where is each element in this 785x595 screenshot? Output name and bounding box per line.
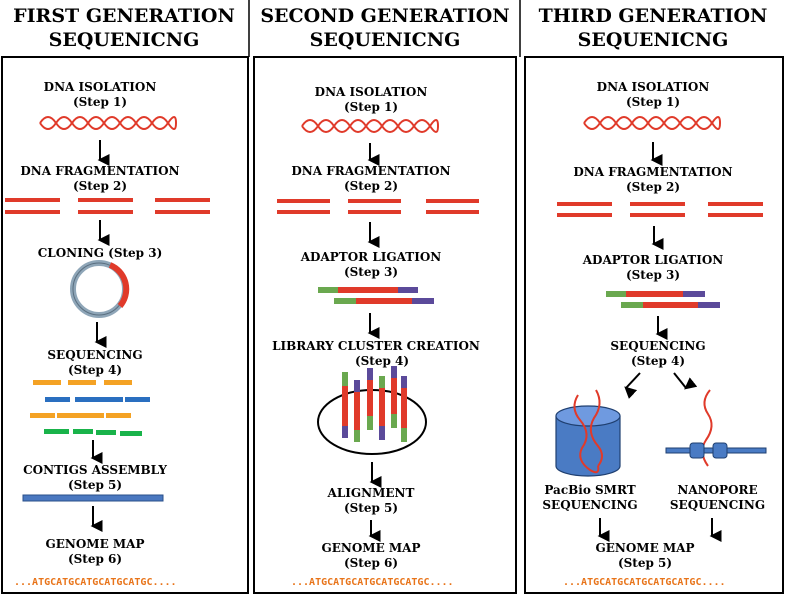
dna-fragments-3 <box>557 202 763 217</box>
nanopore-3 <box>665 389 767 467</box>
column-title-line1: SECOND GENERATION <box>260 5 510 27</box>
panel-border-third <box>524 56 784 594</box>
dna-helix-3 <box>583 116 721 130</box>
column-title-line1: THIRD GENERATION <box>538 5 768 27</box>
panel-border-second <box>253 56 517 594</box>
column-title-line2: SEQUENICNG <box>309 29 461 51</box>
panel-border-first <box>1 56 249 594</box>
pacbio-well-3 <box>555 389 621 477</box>
column-title-third: THIRD GENERATION SEQUENICNG <box>521 4 785 52</box>
column-title-first: FIRST GENERATION SEQUENICNG <box>0 4 248 52</box>
step-label-sequencing: SEQUENCING (Step 4) <box>610 339 706 368</box>
dna-helix-2 <box>301 119 439 133</box>
column-title-line1: FIRST GENERATION <box>13 5 235 27</box>
step-label-pacbio-smrt: PacBio SMRT SEQUENCING <box>542 483 638 512</box>
adaptor-fragments-2 <box>318 287 434 304</box>
genome-sequence: ...ATGCATGCATGCATGCATGC.... <box>291 577 454 588</box>
dna-helix-1 <box>39 116 177 130</box>
step-label-alignment: ALIGNMENT (Step 5) <box>327 486 415 515</box>
step-label-contigs-assembly: CONTIGS ASSEMBLY (Step 5) <box>23 463 167 492</box>
step-label-genome-map: GENOME MAP (Step 6) <box>45 537 145 566</box>
step-label-nanopore: NANOPORE SEQUENCING <box>669 483 766 512</box>
dna-fragments-1 <box>5 198 210 214</box>
step-label-dna-fragmentation: DNA FRAGMENTATION (Step 2) <box>573 165 733 194</box>
step-label-dna-fragmentation: DNA FRAGMENTATION (Step 2) <box>20 164 180 193</box>
step-label-sequencing: SEQUENCING (Step 4) <box>47 348 143 377</box>
step-label-genome-map: GENOME MAP (Step 5) <box>595 541 695 570</box>
sequencing-reads-1 <box>30 380 150 436</box>
genome-sequence: ...ATGCATGCATGCATGCATGC.... <box>14 577 177 588</box>
step-label-dna-fragmentation: DNA FRAGMENTATION (Step 2) <box>291 164 451 193</box>
dna-fragments-2 <box>277 199 479 214</box>
plasmid-1 <box>70 260 130 318</box>
step-label-adaptor-ligation: ADAPTOR LIGATION (Step 3) <box>582 253 724 282</box>
cluster-strands-2 <box>342 366 407 442</box>
arrow-3-4b <box>673 372 698 390</box>
step-label-genome-map: GENOME MAP (Step 6) <box>321 541 421 570</box>
column-title-line2: SEQUENICNG <box>577 29 729 51</box>
step-label-dna-isolation: DNA ISOLATION (Step 1) <box>314 85 428 114</box>
step-label-cloning: CLONING (Step 3) <box>37 246 163 260</box>
step-label-library-cluster-creation: LIBRARY CLUSTER CREATION (Step 4) <box>272 339 480 368</box>
arrow-3-4a <box>624 372 641 399</box>
step-label-dna-isolation: DNA ISOLATION (Step 1) <box>596 80 710 109</box>
column-title-line2: SEQUENICNG <box>48 29 200 51</box>
genome-sequence: ...ATGCATGCATGCATGCATGC.... <box>563 577 726 588</box>
step-label-dna-isolation: DNA ISOLATION (Step 1) <box>43 80 157 109</box>
adaptor-fragments-3 <box>606 291 720 308</box>
contig-bar-1 <box>22 494 164 502</box>
column-title-second: SECOND GENERATION SEQUENICNG <box>250 4 520 52</box>
step-label-adaptor-ligation: ADAPTOR LIGATION (Step 3) <box>300 250 442 279</box>
